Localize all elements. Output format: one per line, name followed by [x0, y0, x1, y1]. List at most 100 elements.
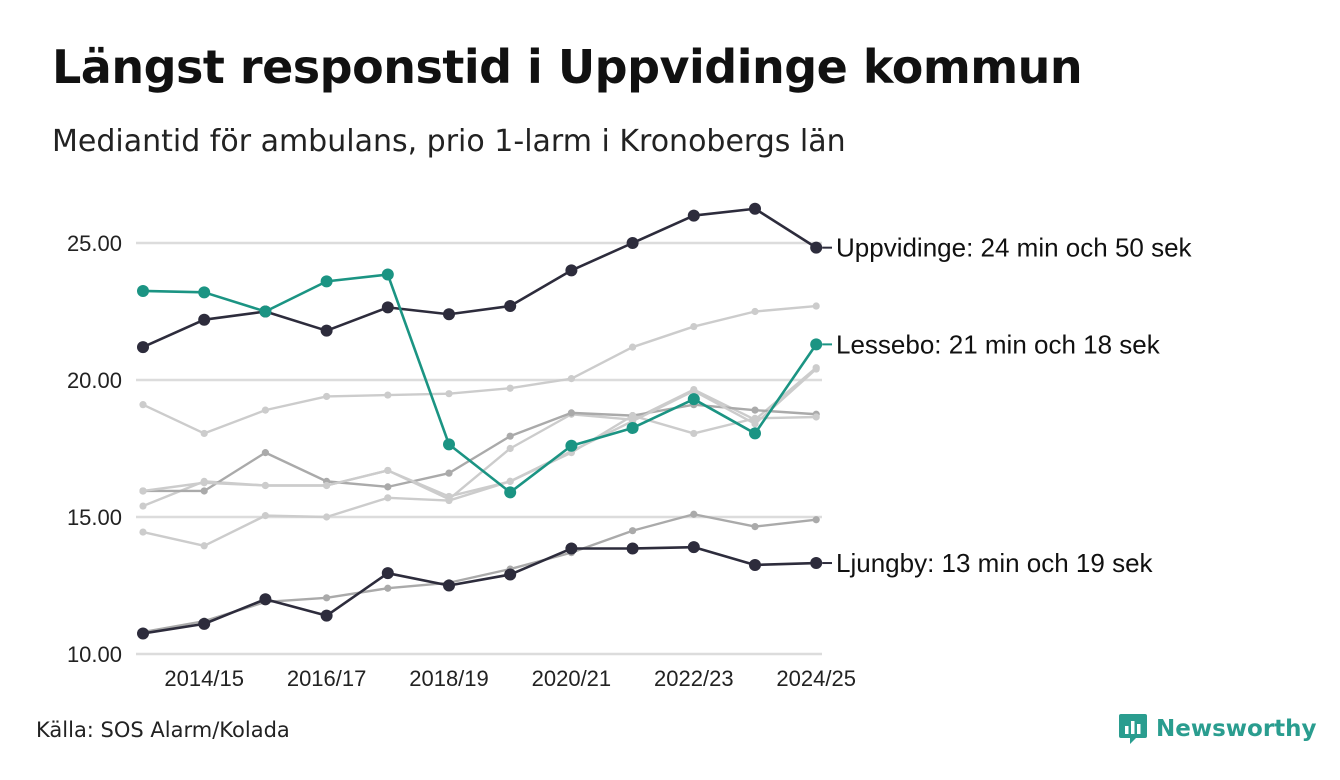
data-point: [200, 542, 208, 550]
data-point: [690, 387, 698, 395]
data-point: [443, 308, 455, 321]
newsworthy-logo-icon: [1119, 714, 1147, 744]
data-point: [810, 557, 823, 570]
data-point: [384, 466, 392, 475]
series-line-uppvidinge: [142, 207, 817, 349]
data-point: [506, 384, 514, 392]
y-axis: 10.00 15.00 20.00 25.00: [67, 231, 122, 667]
data-point: [504, 486, 517, 499]
data-point: [565, 439, 578, 452]
data-point: [443, 579, 455, 592]
series-label: Uppvidinge: 24 min och 50 sek: [836, 233, 1193, 263]
data-point: [565, 542, 578, 555]
y-tick-label: 20.00: [67, 368, 122, 393]
data-point: [323, 594, 331, 602]
series-labels: Uppvidinge: 24 min och 50 sek Lessebo: 21…: [822, 233, 1193, 578]
data-point: [323, 481, 331, 490]
data-point: [687, 393, 700, 406]
data-point: [443, 438, 455, 451]
gridlines: [136, 241, 822, 656]
series-label: Lessebo: 21 min och 18 sek: [836, 329, 1161, 359]
series-line-ljungby: [142, 545, 817, 635]
data-point: [139, 528, 147, 536]
data-point: [261, 512, 269, 520]
data-point: [200, 479, 208, 487]
data-point: [567, 409, 576, 417]
data-point: [812, 516, 820, 524]
data-point: [384, 391, 392, 399]
data-point: [261, 481, 269, 490]
y-tick-label: 25.00: [67, 231, 122, 256]
data-point: [137, 341, 149, 354]
data-point: [751, 406, 759, 414]
data-point: [320, 324, 333, 337]
data-point: [690, 510, 698, 518]
data-point: [504, 568, 517, 581]
data-point: [751, 307, 759, 316]
y-tick-label: 10.00: [67, 642, 122, 667]
data-point: [137, 284, 149, 297]
data-point: [749, 202, 761, 215]
data-point: [381, 301, 394, 314]
data-point: [626, 542, 639, 555]
x-tick-label: 2016/17: [287, 666, 367, 691]
series-label: Ljungby: 13 min och 19 sek: [836, 548, 1154, 578]
y-tick-label: 15.00: [67, 505, 122, 530]
data-point: [812, 365, 820, 373]
data-point: [629, 412, 637, 420]
x-axis: 2014/15 2016/17 2018/19 2020/21 2022/23 2024/…: [164, 666, 856, 691]
data-point: [751, 420, 759, 428]
chart-title: Längst responstid i Uppvidinge kommun: [52, 40, 1083, 94]
data-point: [323, 392, 331, 401]
data-point: [749, 558, 761, 571]
x-tick-label: 2022/23: [654, 666, 734, 691]
data-point: [626, 421, 639, 434]
data-point: [320, 609, 333, 622]
data-point: [259, 593, 272, 606]
data-point: [506, 432, 514, 440]
data-point: [626, 237, 639, 249]
data-point: [445, 469, 453, 477]
data-point: [381, 567, 394, 580]
data-point: [504, 300, 517, 313]
data-point: [261, 449, 269, 457]
x-tick-label: 2020/21: [532, 666, 612, 691]
data-point: [445, 496, 453, 505]
data-point: [139, 401, 147, 409]
data-point: [384, 483, 392, 491]
data-point: [445, 390, 453, 398]
data-point: [812, 302, 820, 310]
data-point: [200, 429, 208, 438]
chart-subtitle: Mediantid för ambulans, prio 1-larm i Kr…: [52, 124, 846, 159]
data-point: [810, 338, 823, 351]
highlighted-series: [137, 202, 823, 640]
data-point: [137, 627, 149, 640]
series-line-kommun-d: [142, 414, 817, 498]
data-point: [506, 477, 514, 485]
series-line-kommun-e: [142, 368, 818, 547]
data-point: [749, 427, 761, 440]
data-point: [261, 406, 269, 414]
data-point: [751, 414, 759, 422]
data-point: [812, 413, 820, 421]
data-point: [323, 513, 331, 521]
x-tick-label: 2024/25: [776, 666, 856, 691]
data-point: [198, 286, 211, 299]
data-point: [751, 522, 759, 531]
x-tick-label: 2014/15: [164, 666, 244, 691]
data-point: [381, 268, 394, 281]
data-point: [384, 584, 392, 592]
data-point: [690, 322, 698, 331]
data-point: [506, 444, 514, 453]
data-point: [139, 502, 147, 510]
data-point: [565, 264, 578, 277]
data-point: [384, 494, 392, 502]
x-tick-label: 2018/19: [409, 666, 489, 691]
data-point: [567, 375, 576, 383]
data-point: [198, 617, 211, 630]
data-point: [629, 343, 637, 351]
data-point: [629, 527, 637, 535]
data-point: [690, 429, 698, 438]
series-line-kommun-f: [142, 513, 817, 634]
series-line-lessebo: [142, 273, 818, 494]
